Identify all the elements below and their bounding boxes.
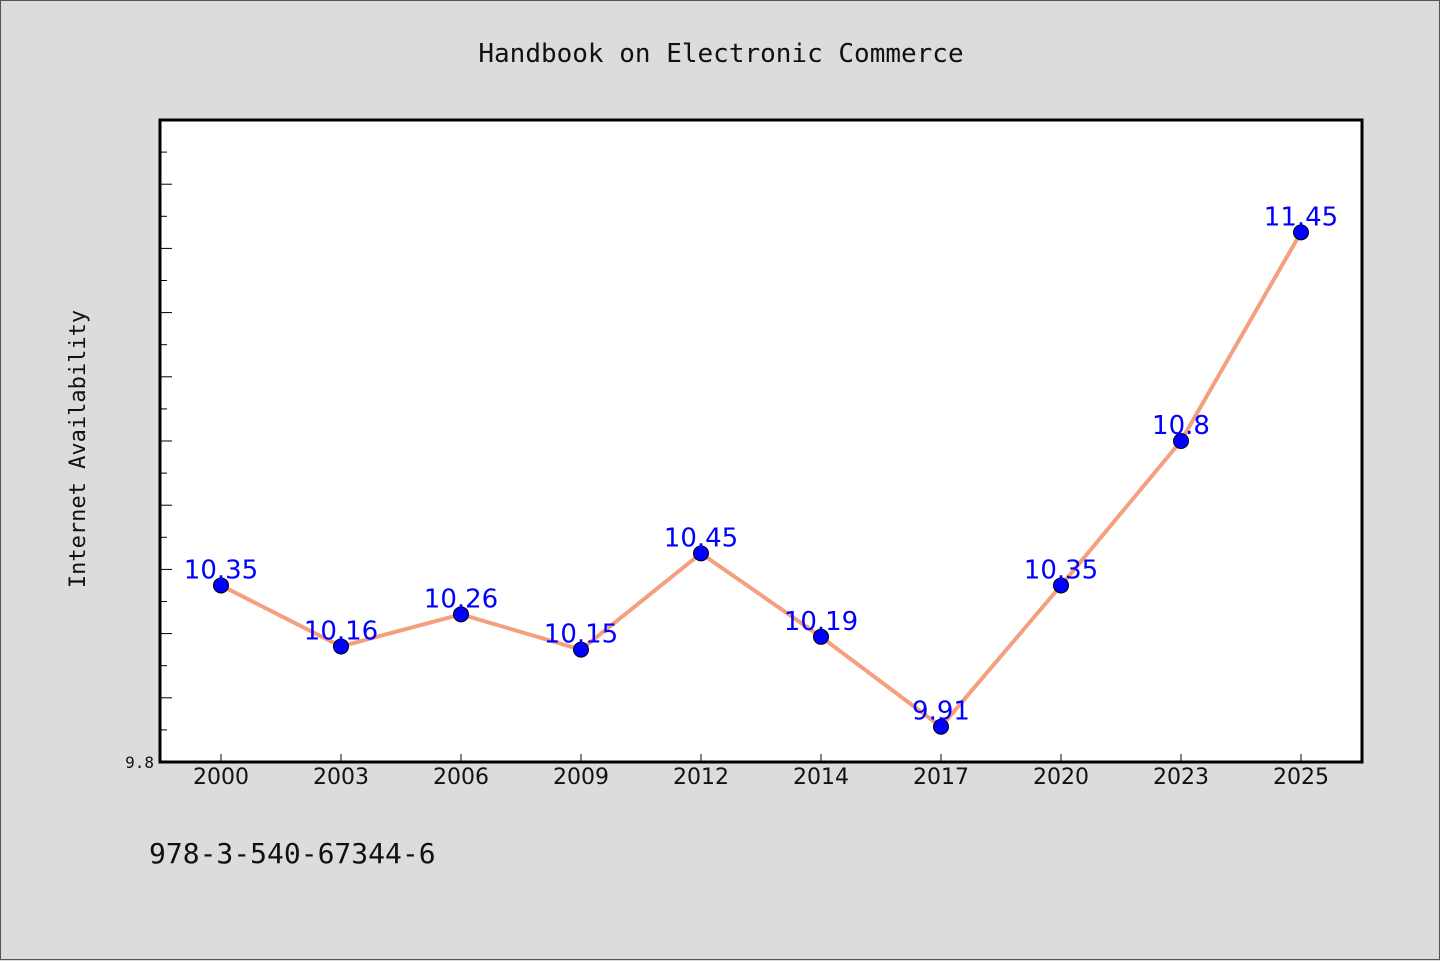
data-label: 10.19 bbox=[784, 607, 858, 637]
data-point bbox=[213, 577, 229, 594]
x-tick-label: 2020 bbox=[1033, 765, 1089, 790]
plot-border bbox=[158, 118, 1364, 764]
x-axis-tick-labels: 2000 2003 2006 2009 2012 2014 2017 2020 2023 2025 bbox=[193, 765, 1329, 790]
series-markers bbox=[213, 224, 1309, 735]
x-tick-label: 2012 bbox=[673, 765, 729, 790]
x-tick-label: 2025 bbox=[1273, 765, 1329, 790]
data-point bbox=[1053, 577, 1069, 594]
data-label: 10.15 bbox=[544, 620, 618, 650]
data-label: 10.8 bbox=[1152, 411, 1210, 441]
x-tick-label: 2000 bbox=[193, 765, 249, 790]
data-label: 11.45 bbox=[1264, 202, 1338, 232]
plot-area bbox=[160, 120, 1362, 762]
data-label: 9.91 bbox=[912, 697, 970, 727]
data-point bbox=[933, 718, 949, 735]
data-label: 10.45 bbox=[664, 523, 738, 553]
data-point bbox=[1293, 224, 1309, 241]
x-tick-label: 2009 bbox=[553, 765, 609, 790]
x-tick-label: 2006 bbox=[433, 765, 489, 790]
x-tick-label: 2003 bbox=[313, 765, 369, 790]
x-tick-label: 2017 bbox=[913, 765, 969, 790]
chart-title: Handbook on Electronic Commerce bbox=[478, 39, 963, 69]
data-label: 10.35 bbox=[184, 555, 258, 585]
data-point bbox=[333, 638, 349, 655]
x-tick-label: 2014 bbox=[793, 765, 849, 790]
y-axis-label: Internet Availability bbox=[66, 310, 91, 588]
data-point bbox=[1173, 433, 1189, 449]
data-point bbox=[453, 606, 469, 623]
data-point bbox=[573, 641, 589, 658]
data-label: 10.16 bbox=[304, 616, 378, 646]
footer-isbn: 978-3-540-67344-6 bbox=[149, 837, 436, 870]
y-tick-label: 9.8 bbox=[125, 753, 154, 772]
data-label: 10.35 bbox=[1024, 555, 1098, 585]
data-labels: 10.35 10.16 10.26 10.15 10.45 10.19 9.91 10.35 1… bbox=[184, 202, 1338, 726]
series-line bbox=[219, 230, 1303, 729]
data-label: 10.26 bbox=[424, 584, 498, 614]
data-point bbox=[813, 628, 829, 645]
x-tick-label: 2023 bbox=[1153, 765, 1209, 790]
data-point bbox=[693, 545, 709, 562]
